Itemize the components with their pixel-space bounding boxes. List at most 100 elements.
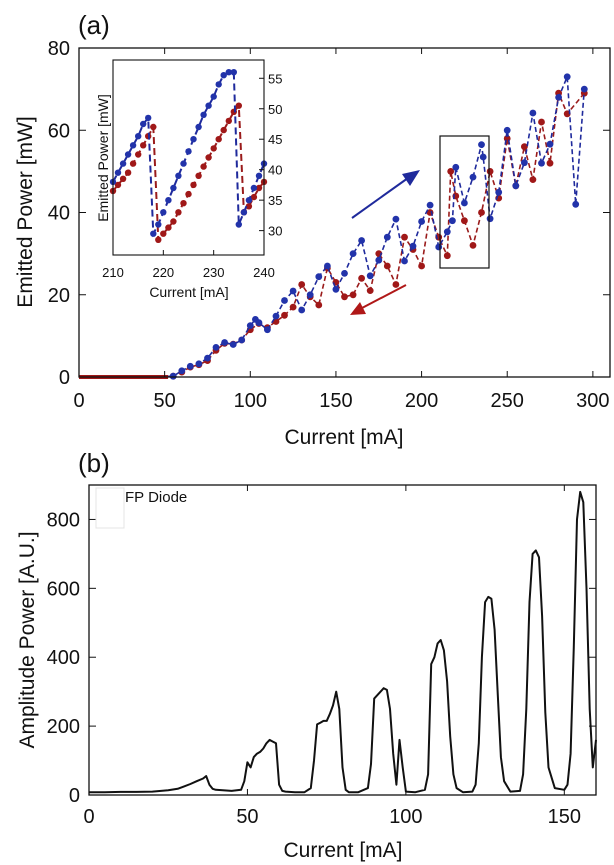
panel-a-point: [449, 217, 456, 225]
panel-a-point: [281, 311, 288, 319]
panel-a-point: [341, 270, 348, 277]
panel-a-point: [238, 336, 246, 344]
panel-a-x-tick-label: 150: [319, 390, 352, 412]
panel-b-x-axis-label: Current [mA]: [283, 839, 402, 862]
inset-point: [140, 120, 147, 128]
panel-a-point: [358, 274, 365, 282]
panel-a-point: [341, 293, 348, 301]
panel-b-x-tick-label: 50: [236, 806, 258, 828]
inset-point: [129, 142, 137, 149]
panel-a-point: [289, 303, 297, 311]
inset-point: [150, 230, 157, 237]
panel-a-point: [315, 273, 323, 281]
inset-point: [200, 163, 207, 170]
panel-b-y-tick-label: 800: [47, 509, 80, 531]
panel-a-point: [246, 322, 254, 329]
inset-plot: 210 220 230 240 30 35 40 45 50 55 Current [mA] E…: [95, 59, 282, 300]
panel-a-point: [306, 291, 314, 299]
inset-point: [165, 197, 172, 204]
inset-point: [119, 160, 127, 167]
inset-point: [180, 200, 187, 207]
panel-a-point: [392, 215, 400, 223]
panel-a-point: [383, 233, 391, 241]
inset-point: [155, 221, 162, 228]
inset-point: [210, 93, 217, 100]
panel-a-x-tick-label: 250: [491, 390, 524, 412]
panel-a-label: (a): [78, 10, 110, 40]
panel-a-point: [529, 176, 537, 184]
inset-x-axis-label: Current [mA]: [149, 284, 228, 300]
panel-a-point: [546, 159, 554, 167]
panel-a-x-tick-label: 300: [576, 390, 609, 412]
inset-point: [245, 197, 253, 204]
inset-point: [175, 172, 182, 179]
panel-a-point: [186, 362, 194, 370]
inset-point: [190, 181, 197, 189]
inset-point: [170, 218, 177, 225]
panel-b-y-tick-label: 0: [69, 785, 80, 807]
inset-y-tick-label: 30: [268, 224, 282, 239]
inset-y-axis-label: Emitted Power [mW]: [95, 94, 111, 222]
panel-a-point: [580, 85, 588, 93]
panel-a-point: [521, 159, 528, 167]
panel-a-point: [366, 287, 374, 294]
inset-x-tick-label: 220: [152, 265, 174, 280]
inset-point: [215, 136, 222, 143]
panel-a-point: [426, 201, 434, 209]
panel-a-point: [546, 140, 554, 148]
panel-a-point: [298, 306, 306, 314]
panel-b-x-tick-label: 0: [83, 806, 94, 828]
panel-b-frame: [88, 484, 597, 796]
panel-a-point: [529, 109, 537, 117]
inset-x-tick-label: 240: [253, 265, 275, 280]
panel-a-point: [512, 182, 520, 190]
inset-point: [220, 72, 227, 79]
panel-a-y-tick-label: 0: [59, 367, 70, 389]
panel-a-point: [358, 237, 365, 244]
panel-a-point: [212, 344, 220, 351]
panel-a-point: [349, 250, 357, 257]
panel-a-point: [503, 126, 511, 134]
legend-entry-fp-diode: FP Diode: [125, 489, 187, 506]
panel-a-y-tick-label: 20: [48, 285, 70, 307]
inset-point: [114, 181, 122, 189]
inset-point: [114, 169, 122, 176]
panel-a-point: [332, 286, 340, 293]
panel-a-point: [538, 159, 545, 167]
panel-a-point: [315, 301, 323, 309]
inset-point: [250, 193, 258, 201]
panel-b-y-tick-label: 200: [47, 716, 80, 738]
inset-point: [150, 123, 157, 131]
inset-point: [220, 126, 227, 134]
inset-point: [165, 224, 172, 231]
panel-a-point: [479, 153, 487, 161]
panel-a-point: [229, 341, 237, 348]
panel-a-point: [255, 319, 263, 327]
inset-point: [225, 117, 232, 125]
panel-a-point: [383, 262, 391, 270]
inset-point: [119, 175, 127, 182]
panel-a-point: [375, 256, 383, 264]
panel-a-point: [264, 326, 271, 334]
inset-point: [215, 81, 222, 88]
inset-marks: [109, 69, 268, 243]
arrow-increasing-current: [351, 170, 420, 219]
legend: FP Diode: [95, 487, 187, 529]
panel-a-point: [443, 228, 451, 236]
inset-point: [235, 221, 242, 228]
panel-a-point: [221, 339, 229, 346]
inset-point: [170, 184, 177, 192]
panel-b: (b) 0 50 100 150 0 200 400 600 800 Current [mA]…: [16, 448, 597, 862]
inset-y-ticks: 30 35 40 45 50 55: [259, 71, 282, 239]
panel-b-series-line: [89, 490, 597, 794]
panel-b-x-ticks: 0 50 100 150: [83, 485, 581, 828]
panel-b-marks: [89, 490, 597, 794]
panel-b-x-tick-label: 100: [389, 806, 422, 828]
panel-a-point: [572, 200, 580, 208]
panel-a-point: [486, 215, 494, 223]
panel-b-label: (b): [78, 448, 110, 478]
panel-a-x-tick-label: 0: [73, 390, 84, 412]
panel-a-point: [469, 173, 477, 181]
panel-a-point: [366, 272, 374, 280]
